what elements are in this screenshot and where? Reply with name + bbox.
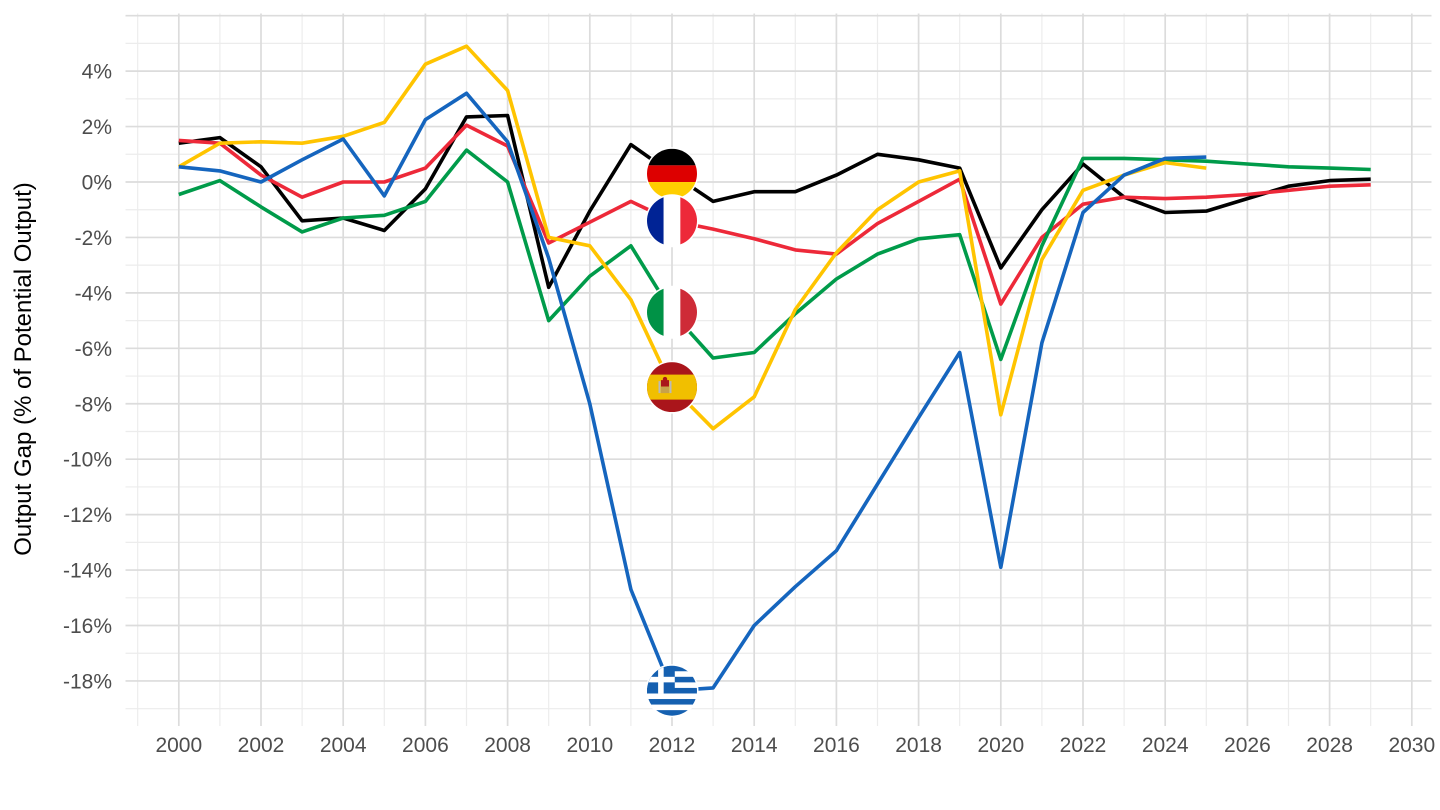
- x-tick-label: 2020: [977, 734, 1024, 757]
- y-tick-label: -2%: [75, 227, 112, 250]
- y-tick-label: 0%: [82, 172, 112, 195]
- line-france: [178, 123, 1371, 306]
- x-tick-label: 2010: [566, 734, 613, 757]
- x-tick-label: 2000: [155, 734, 202, 757]
- y-axis-tick-labels: 4% 2% 0% -2% -4% -6% -8% -10% -12% -14% -16% -18%: [63, 61, 112, 694]
- line-italy: [178, 148, 1371, 362]
- flag-markers: [645, 147, 699, 718]
- x-axis-tick-labels: 2000 2002 2004 2006 2008 2010 2012 2014 2016 2018…: [155, 734, 1435, 757]
- x-tick-label: 2026: [1224, 734, 1271, 757]
- y-tick-label: -12%: [63, 504, 112, 527]
- x-tick-label: 2030: [1388, 734, 1435, 757]
- greece-flag-icon: [645, 664, 699, 718]
- spain-flag-icon: [645, 360, 699, 414]
- x-tick-label: 2018: [895, 734, 942, 757]
- series-lines: [177, 44, 1371, 693]
- y-tick-label: -14%: [63, 560, 112, 583]
- y-axis-title: Output Gap (% of Potential Output): [10, 182, 37, 556]
- italy-flag-icon: [645, 285, 699, 339]
- x-tick-label: 2014: [731, 734, 778, 757]
- x-tick-label: 2024: [1142, 734, 1189, 757]
- x-tick-label: 2002: [238, 734, 285, 757]
- y-tick-label: 2%: [82, 116, 112, 139]
- x-tick-label: 2022: [1060, 734, 1107, 757]
- y-tick-label: -4%: [75, 282, 112, 305]
- y-tick-label: -16%: [63, 615, 112, 638]
- gridlines-minor: [125, 13, 1432, 726]
- x-tick-label: 2008: [484, 734, 531, 757]
- y-tick-label: -8%: [75, 393, 112, 416]
- y-tick-label: 4%: [82, 61, 112, 84]
- gridlines-major: [125, 13, 1432, 726]
- x-tick-label: 2006: [402, 734, 449, 757]
- x-tick-label: 2004: [320, 734, 367, 757]
- x-tick-label: 2016: [813, 734, 860, 757]
- france-flag-icon: [645, 194, 699, 248]
- y-tick-label: -10%: [63, 449, 112, 472]
- y-tick-label: -18%: [63, 670, 112, 693]
- germany-flag-icon: [645, 147, 699, 201]
- line-germany: [178, 113, 1371, 290]
- x-tick-label: 2028: [1306, 734, 1353, 757]
- line-spain: [177, 44, 1207, 431]
- y-tick-label: -6%: [75, 338, 112, 361]
- x-tick-label: 2012: [649, 734, 696, 757]
